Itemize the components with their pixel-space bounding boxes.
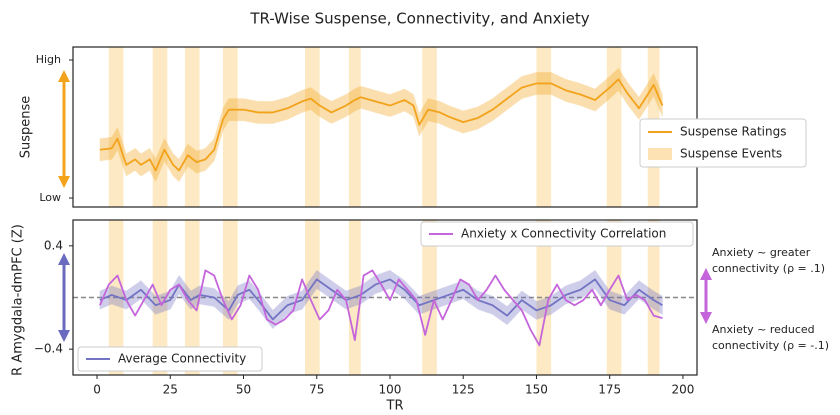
- legend-box: [639, 118, 807, 168]
- x-tick-label: 25: [163, 383, 178, 397]
- event-band: [184, 220, 200, 375]
- x-tick-label: 125: [452, 383, 475, 397]
- x-tick-label: 0: [93, 383, 101, 397]
- y-tick-label: High: [36, 53, 61, 66]
- annotation: Anxiety ~ greater: [712, 246, 811, 259]
- event-band: [348, 47, 361, 207]
- annotation: connectivity (ρ = .1): [712, 262, 825, 275]
- y-axis-label: Suspense: [19, 96, 34, 159]
- legend-label: Average Connectivity: [118, 352, 246, 366]
- event-band: [184, 47, 200, 207]
- x-axis-label: TR: [386, 399, 404, 414]
- event-band: [606, 220, 622, 375]
- event-band: [152, 220, 168, 375]
- y-tick-label: −0.4: [34, 342, 63, 356]
- line: [99, 269, 663, 347]
- annotation: Anxiety ~ reduced: [712, 323, 815, 336]
- x-tick-label: 100: [379, 383, 402, 397]
- event-band: [222, 47, 238, 207]
- line: [99, 78, 664, 172]
- event-band: [108, 47, 124, 207]
- event-band: [422, 47, 437, 207]
- event-band: [536, 47, 552, 207]
- legend-label: Suspense Ratings: [680, 125, 786, 139]
- x-tick-label: 175: [598, 383, 621, 397]
- event-band: [152, 47, 168, 207]
- x-tick-label: 150: [525, 383, 548, 397]
- legend-swatch: [648, 148, 672, 160]
- y-tick-label: 0.4: [44, 238, 63, 252]
- annotation: connectivity (ρ = -.1): [712, 339, 829, 352]
- legend-box: [77, 346, 263, 372]
- y-axis-label: R Amygdala-dmPFC (Z): [11, 224, 26, 376]
- x-tick-label: 200: [671, 383, 694, 397]
- y-tick-label: Low: [39, 191, 61, 204]
- event-band: [536, 220, 552, 375]
- chart-title: TR-Wise Suspense, Connectivity, and Anxi…: [249, 10, 589, 28]
- event-band: [305, 220, 320, 375]
- x-tick-label: 75: [309, 383, 324, 397]
- legend-label: Suspense Events: [680, 147, 782, 161]
- line: [99, 278, 663, 321]
- legend-box: [420, 221, 694, 247]
- axes-frame: [72, 219, 698, 376]
- event-band: [305, 47, 320, 207]
- ci-band: [99, 67, 663, 183]
- ci-band: [99, 269, 663, 330]
- x-tick-label: 50: [236, 383, 251, 397]
- legend-label: Anxiety x Connectivity Correlation: [461, 227, 666, 241]
- event-band: [222, 220, 238, 375]
